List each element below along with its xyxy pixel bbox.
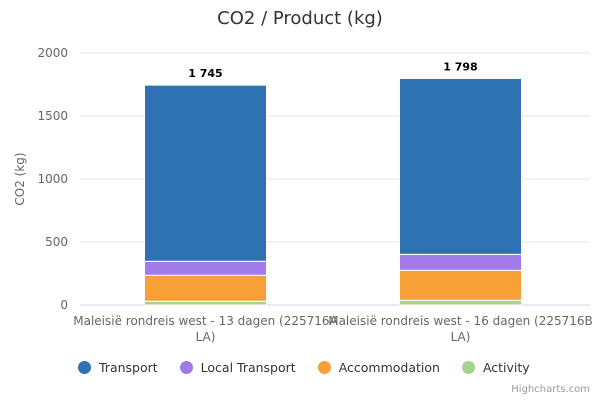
total-label: 1 798 (443, 60, 477, 73)
legend-item-local-transport[interactable]: Local Transport (179, 360, 296, 375)
y-tick-label: 1000 (37, 172, 68, 186)
legend-label: Activity (482, 360, 530, 375)
x-tick-label: Maleisië rondreis west - 16 dagen (22571… (328, 314, 593, 328)
legend-label: Local Transport (200, 360, 296, 375)
bar-segment-transport[interactable] (399, 77, 522, 255)
bar-segment-activity[interactable] (144, 300, 267, 306)
legend-marker-icon (317, 361, 331, 374)
bar-segment-activity[interactable] (399, 299, 522, 306)
y-tick-label: 1500 (37, 109, 68, 123)
legend-marker-icon (461, 361, 475, 374)
y-axis-title: CO2 (kg) (13, 152, 27, 205)
bar-segment-local-transport[interactable] (144, 260, 267, 276)
legend-item-accommodation[interactable]: Accommodation (317, 360, 440, 375)
y-tick-label: 0 (60, 298, 68, 312)
legend: Transport Local Transport Accommodation Act… (78, 360, 530, 375)
y-tick-label: 500 (45, 235, 68, 249)
x-tick-label: Maleisië rondreis west - 13 dagen (22571… (73, 314, 338, 328)
bar-segment-accommodation[interactable] (144, 274, 267, 302)
legend-marker-icon (78, 361, 91, 374)
legend-label: Transport (99, 360, 158, 375)
x-tick-label: LA) (196, 330, 216, 344)
credits-link[interactable]: Highcharts.com (511, 384, 590, 395)
bar-segment-local-transport[interactable] (399, 253, 522, 271)
legend-label: Accommodation (338, 360, 440, 375)
x-tick-label: LA) (451, 330, 471, 344)
legend-marker-icon (179, 361, 193, 374)
legend-item-transport[interactable]: Transport (78, 360, 158, 375)
legend-item-activity[interactable]: Activity (461, 360, 530, 375)
chart-title: CO2 / Product (kg) (217, 8, 383, 29)
total-label: 1 745 (188, 67, 222, 80)
bar-segment-accommodation[interactable] (399, 269, 522, 301)
bar-segment-transport[interactable] (144, 84, 267, 262)
y-tick-label: 2000 (37, 46, 68, 60)
